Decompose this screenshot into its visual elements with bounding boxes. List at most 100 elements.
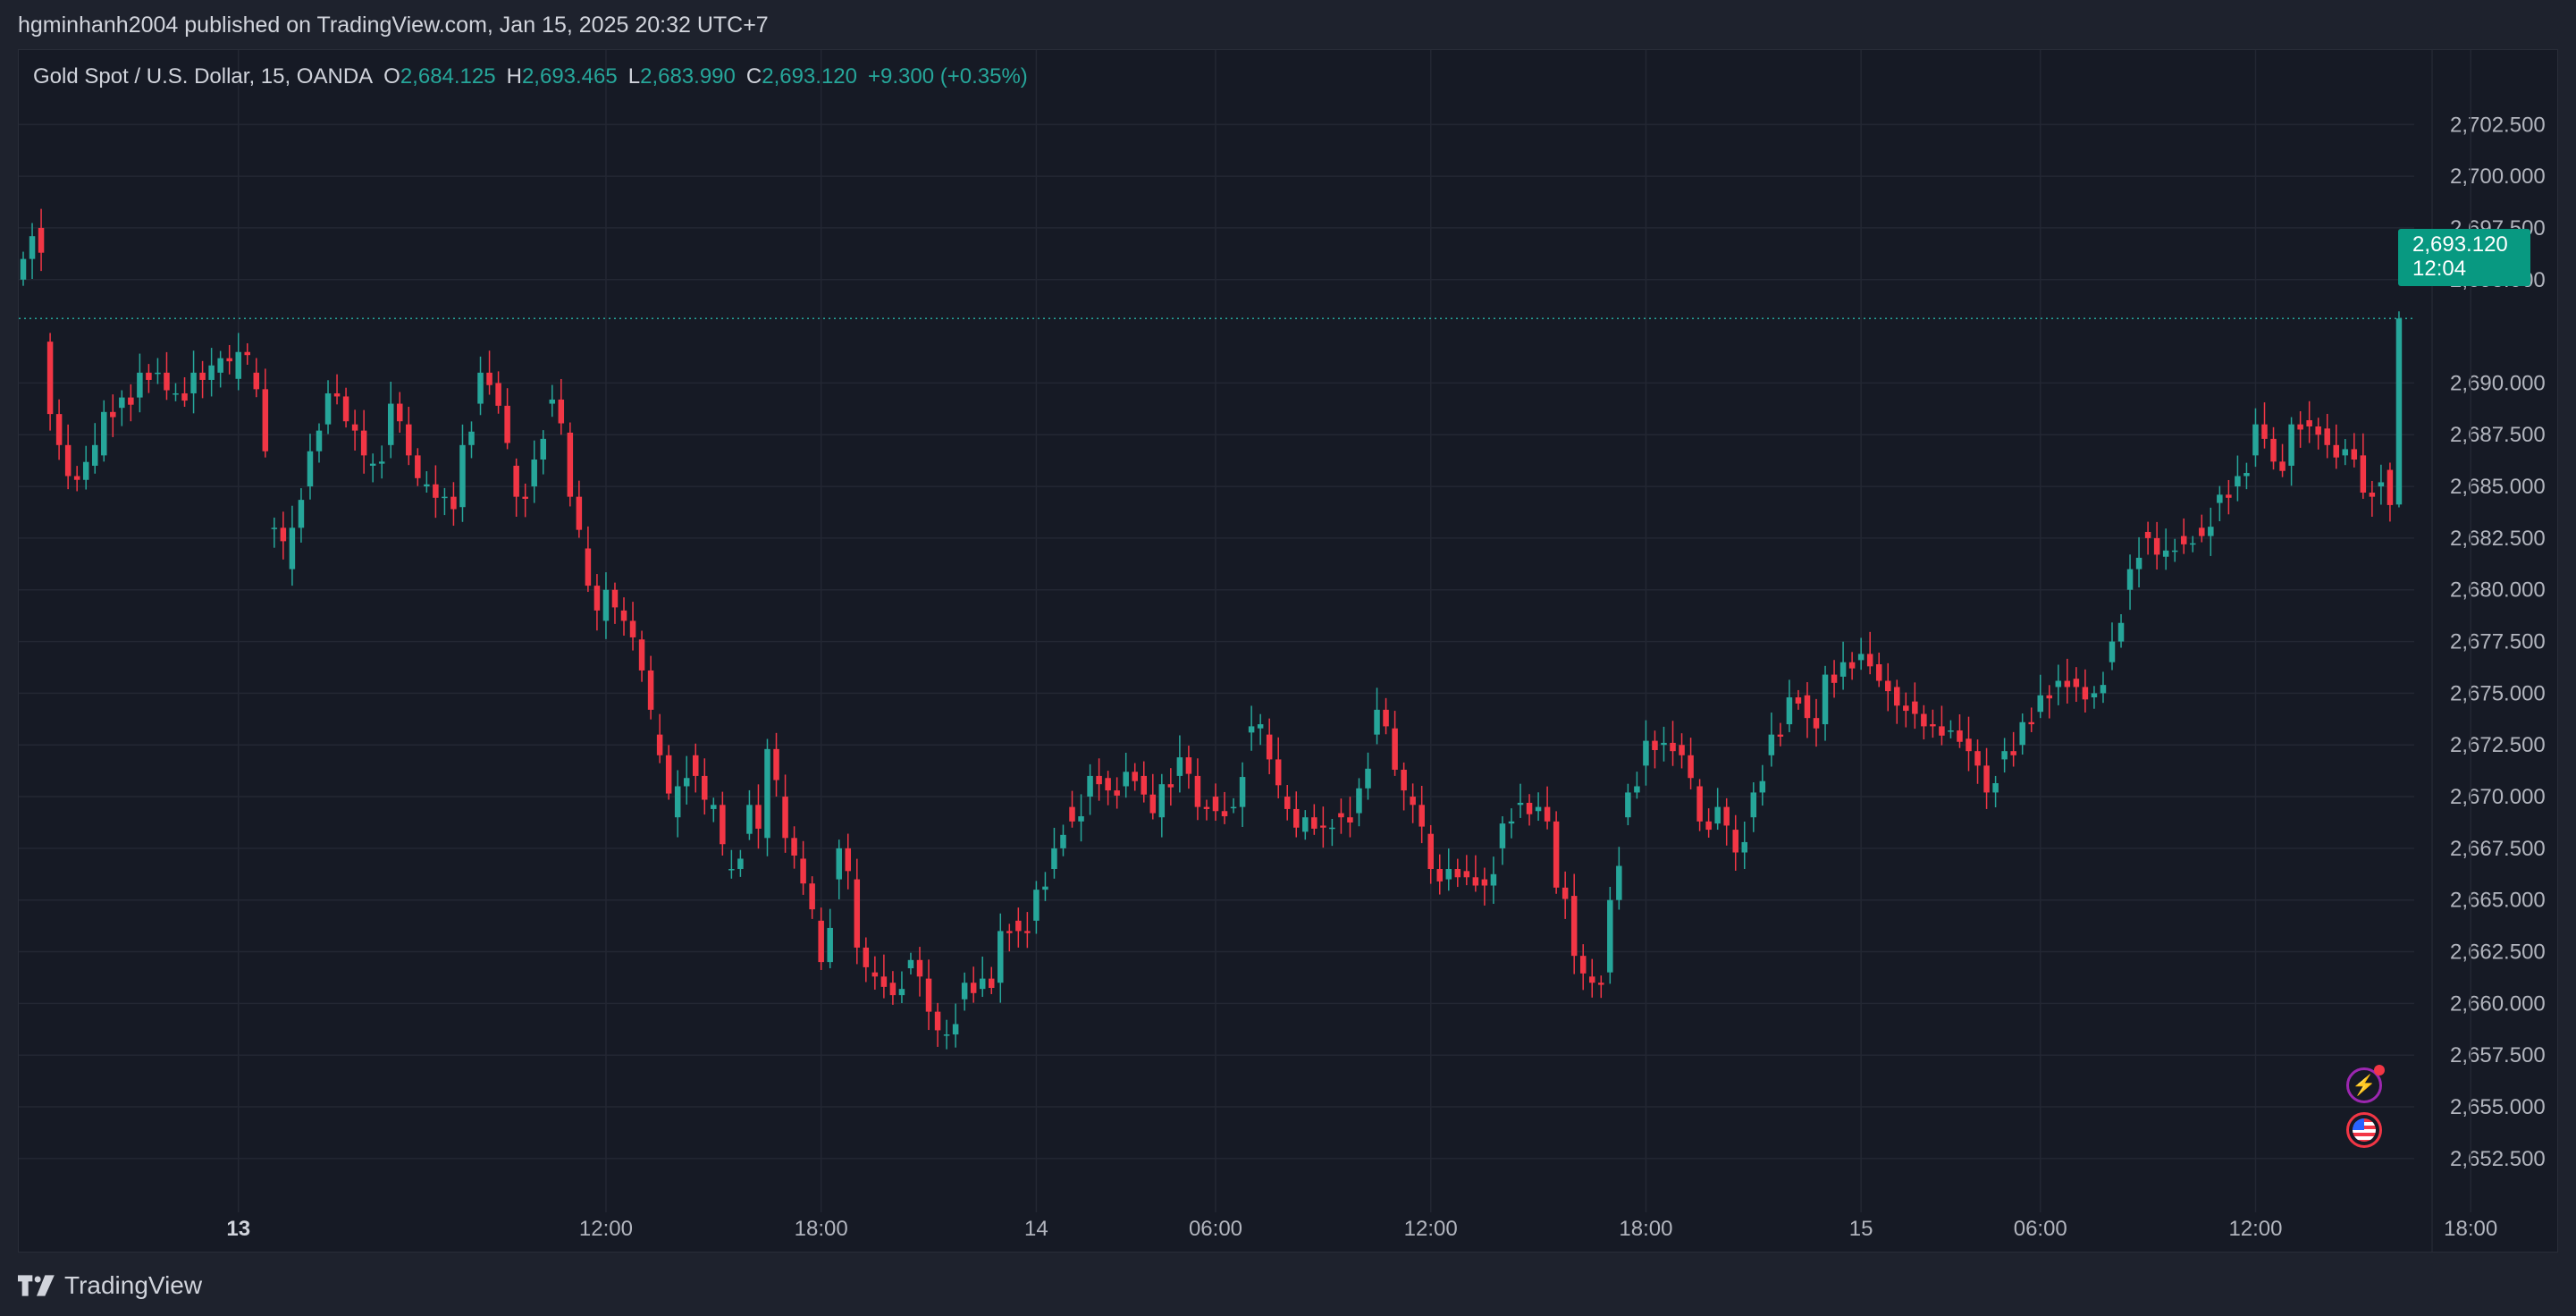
candle-body [1221,811,1228,817]
y-tick-label: 2,680.000 [2450,578,2546,603]
candle-body [2171,550,2178,553]
candle-body [1114,790,1120,796]
y-tick-label: 2,660.000 [2450,991,2546,1016]
y-tick-label: 2,675.000 [2450,681,2546,705]
candle-body [540,438,546,460]
candle-body [1436,869,1443,882]
candle-body [1454,869,1461,878]
candle-body [1347,817,1353,822]
candle-body [593,586,601,611]
candle-body [764,748,770,839]
candle-body [2306,420,2312,426]
candle-body [1948,730,1954,732]
candle-body [1158,784,1166,818]
candle-body [378,461,385,464]
candle-body [1839,662,1847,677]
candle-body [1042,886,1048,890]
candle-body [2217,494,2223,503]
lightning-icon[interactable]: ⚡ [2346,1065,2385,1103]
candle-body [1688,755,1694,779]
candle-body [1132,772,1138,781]
candle-body [271,527,278,529]
candle-body [333,392,341,397]
candle-body [190,372,197,393]
candle-body [576,496,583,530]
candle-body [73,476,80,480]
candle-body [1275,759,1282,786]
us-flag-icon[interactable] [2346,1112,2382,1148]
tradingview-logo-icon[interactable] [18,1275,55,1296]
candle-body [2333,444,2339,458]
candle-body [1544,806,1551,822]
candle-body [342,396,349,422]
chart-pane[interactable]: 2,702.5002,700.0002,697.5002,695.0002,69… [18,49,2558,1253]
x-tick-label: 18:00 [1619,1217,1672,1241]
published-info: hgminhanh2004 published on TradingView.c… [18,13,769,38]
candle-body [1392,728,1398,770]
candle-body [2091,693,2098,698]
notification-dot [2374,1065,2385,1076]
candle-body [979,978,986,990]
candle-body [728,869,735,871]
candle-body [791,838,797,856]
candle-body [29,236,36,259]
candle-body [387,403,394,445]
symbol-name[interactable]: Gold Spot / U.S. Dollar, 15, OANDA [33,64,374,89]
candle-body [2342,449,2349,456]
candle-body [1652,740,1658,751]
candle-body [2297,424,2303,430]
candle-body [1634,786,1640,793]
candle-body [809,883,815,910]
candle-body [2378,482,2385,487]
y-tick-label: 2,657.500 [2450,1043,2546,1067]
candle-body [1957,730,1963,742]
candle-body [836,848,842,880]
candle-body [2028,721,2034,725]
candle-body [782,797,788,839]
candle-body [800,858,806,884]
candle-body [1383,709,1389,727]
candle-body [1356,788,1362,814]
candle-body [1006,931,1013,933]
candle-body [1338,813,1344,818]
candle-body [38,227,45,253]
candle-body [2109,641,2116,662]
candle-body [2395,318,2403,505]
candle-body [1598,983,1604,985]
x-tick-label: 14 [1024,1217,1048,1241]
candle-body [1167,784,1174,788]
candle-body [1848,662,1856,669]
x-tick-label: 18:00 [795,1217,848,1241]
candle-body [2261,424,2268,439]
candle-body [1777,734,1784,737]
candle-body [2270,438,2277,462]
y-tick-label: 2,682.500 [2450,527,2546,551]
candle-body [2315,426,2321,435]
candle-body [2046,695,2053,699]
candle-body [1248,726,1255,733]
candle-body [1087,775,1093,797]
candle-body [442,496,448,499]
candle-body [1374,709,1380,735]
candle-body [1185,757,1192,774]
candlestick-chart[interactable]: 2,702.5002,700.0002,697.5002,695.0002,69… [19,50,2558,1253]
candle-body [845,848,852,872]
candle-body [82,461,89,480]
tradingview-brand[interactable]: TradingView [64,1271,203,1299]
y-tick-label: 2,652.500 [2450,1147,2546,1171]
candle-body [181,392,188,401]
candle-body [351,424,358,431]
candle-body [2144,531,2151,538]
x-tick-label: 06:00 [2014,1217,2067,1241]
change-value: +9.300 (+0.35%) [868,64,1028,89]
candle-body [602,589,610,621]
candle-body [495,383,501,406]
candle-body [2153,537,2160,555]
candle-body [1293,808,1300,828]
candle-body [1535,806,1542,812]
candle-body [146,372,152,380]
candle-body [360,430,367,456]
candle-body [1939,726,1945,736]
candle-body [2073,679,2080,688]
candle-body [702,775,708,800]
